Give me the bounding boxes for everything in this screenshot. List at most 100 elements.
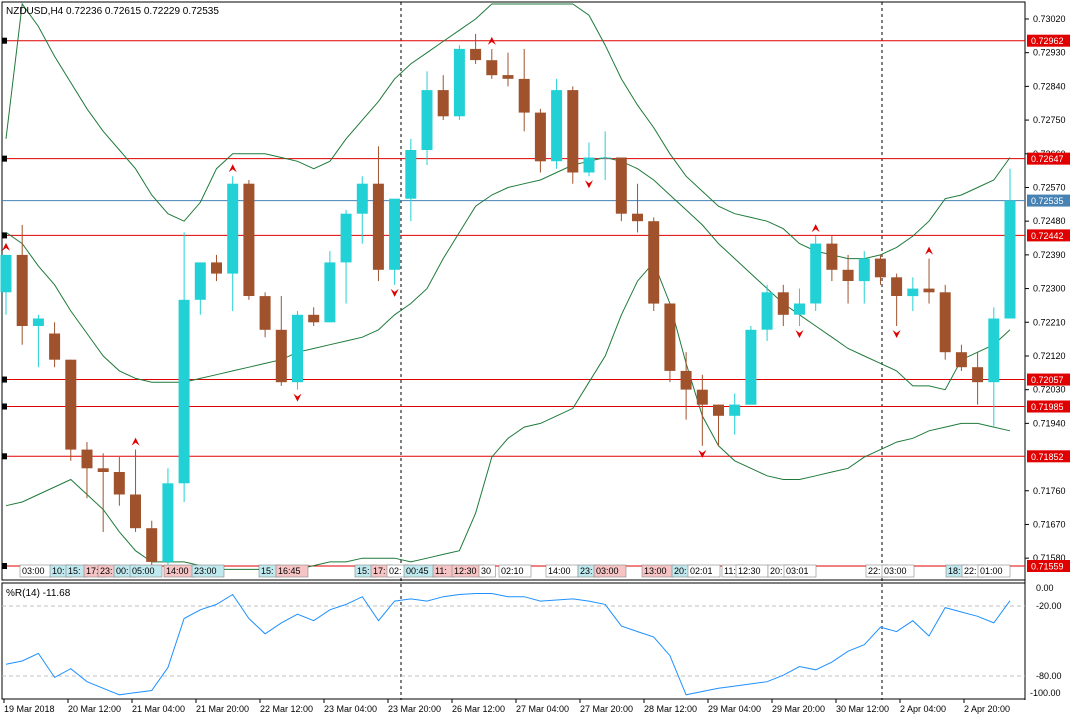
level-anchor[interactable] <box>2 155 7 162</box>
session-tag-label: 20: <box>674 566 687 576</box>
candle-bullish[interactable] <box>32 318 44 327</box>
candle-bearish[interactable] <box>211 262 222 274</box>
candle-bearish[interactable] <box>826 243 838 270</box>
candle-bearish[interactable] <box>16 254 28 326</box>
candle-bearish[interactable] <box>891 277 903 296</box>
session-tag-label: 01:00 <box>980 566 1003 576</box>
candle-bearish[interactable] <box>97 468 109 472</box>
price-axis-label: 0.72840 <box>1033 81 1066 91</box>
candle-bullish[interactable] <box>405 150 417 199</box>
candle-bearish[interactable] <box>437 90 449 117</box>
session-tag[interactable] <box>687 564 721 578</box>
candle-bullish[interactable] <box>194 262 206 300</box>
session-tag-label: 11: <box>435 566 447 576</box>
candle-bullish[interactable] <box>810 243 822 304</box>
session-tag-label: 18: <box>948 566 961 576</box>
session-tag-label: 23: <box>580 566 593 576</box>
session-tag-label: 05:00 <box>132 566 155 576</box>
candle-bearish[interactable] <box>259 296 271 330</box>
candle-bearish[interactable] <box>874 258 886 278</box>
candle-bullish[interactable] <box>761 292 773 330</box>
candle-bullish[interactable] <box>324 262 336 323</box>
session-tag-label: 00:45 <box>406 566 429 576</box>
candle-bullish[interactable] <box>0 254 12 293</box>
candle-bullish[interactable] <box>292 314 303 383</box>
candle-bearish[interactable] <box>939 292 951 353</box>
candle-bullish[interactable] <box>907 288 919 297</box>
candle-bullish[interactable] <box>729 404 741 416</box>
session-tag[interactable] <box>478 564 496 578</box>
candle-bearish[interactable] <box>680 370 692 390</box>
level-anchor[interactable] <box>2 403 7 410</box>
candle-bearish[interactable] <box>842 269 854 281</box>
candle-bearish[interactable] <box>275 329 287 383</box>
price-axis-label: 0.73020 <box>1033 14 1066 24</box>
candle-bullish[interactable] <box>162 483 174 562</box>
session-tag[interactable] <box>191 564 225 578</box>
candle-bullish[interactable] <box>599 157 611 159</box>
session-tag[interactable] <box>129 564 163 578</box>
candle-bearish[interactable] <box>470 48 482 61</box>
session-tag[interactable] <box>977 564 1011 578</box>
level-anchor[interactable] <box>2 232 7 239</box>
candle-bearish[interactable] <box>372 183 384 270</box>
candle-bullish[interactable] <box>858 258 870 282</box>
candle-bearish[interactable] <box>972 367 984 383</box>
candle-bearish[interactable] <box>243 183 255 296</box>
candle-bullish[interactable] <box>227 183 239 274</box>
session-tag[interactable] <box>275 564 309 578</box>
candle-bullish[interactable] <box>340 213 352 263</box>
level-anchor[interactable] <box>2 453 7 460</box>
candle-bearish[interactable] <box>696 389 708 405</box>
wpr-scale-label: -100.00 <box>1030 688 1061 698</box>
session-tag[interactable] <box>783 564 817 578</box>
wpr-scale-label: -80.00 <box>1036 671 1062 681</box>
candle-bearish[interactable] <box>308 314 320 323</box>
candle-bearish[interactable] <box>113 472 125 495</box>
fractal-down-arrow <box>698 449 707 458</box>
candle-bullish[interactable] <box>551 90 563 162</box>
candle-bearish[interactable] <box>518 78 530 113</box>
candle-bearish[interactable] <box>49 333 61 360</box>
session-tag-label: 11: <box>724 566 736 576</box>
candle-bearish[interactable] <box>130 494 141 529</box>
candle-bullish[interactable] <box>178 299 190 484</box>
candle-bearish[interactable] <box>486 60 498 76</box>
candle-bearish[interactable] <box>713 404 724 416</box>
candle-bullish[interactable] <box>794 303 805 315</box>
level-anchor[interactable] <box>2 37 7 44</box>
session-tag[interactable] <box>498 564 532 578</box>
candle-bearish[interactable] <box>534 112 546 162</box>
price-axis-label: 0.72210 <box>1033 317 1066 327</box>
candle-bullish[interactable] <box>745 329 757 405</box>
time-axis-label: 29 Mar 04:00 <box>708 704 761 714</box>
candle-bearish[interactable] <box>502 75 514 79</box>
session-tag-label: 12:30 <box>738 566 761 576</box>
candle-bullish[interactable] <box>421 90 433 150</box>
candle-bullish[interactable] <box>1004 200 1016 319</box>
candle-bearish[interactable] <box>955 352 967 368</box>
candle-bullish[interactable] <box>389 198 401 270</box>
candle-bearish[interactable] <box>81 449 93 469</box>
candle-bearish[interactable] <box>146 528 158 562</box>
level-anchor[interactable] <box>2 563 7 570</box>
fractal-down-arrow <box>584 180 593 189</box>
candle-bearish[interactable] <box>615 157 627 214</box>
candle-bearish[interactable] <box>648 221 660 304</box>
candle-bearish[interactable] <box>664 303 676 371</box>
candle-bullish[interactable] <box>988 318 1000 383</box>
candle-bullish[interactable] <box>583 157 595 173</box>
candle-bearish[interactable] <box>567 90 579 173</box>
session-tag[interactable] <box>593 564 627 578</box>
candle-bearish[interactable] <box>777 292 789 315</box>
candle-bearish[interactable] <box>65 359 77 450</box>
session-tag-label: 03:00 <box>884 566 907 576</box>
level-anchor[interactable] <box>2 376 7 383</box>
candle-bearish[interactable] <box>923 288 935 293</box>
session-tag[interactable] <box>881 564 915 578</box>
candle-bearish[interactable] <box>632 213 643 222</box>
candle-bullish[interactable] <box>356 183 368 214</box>
candle-bullish[interactable] <box>453 48 465 117</box>
